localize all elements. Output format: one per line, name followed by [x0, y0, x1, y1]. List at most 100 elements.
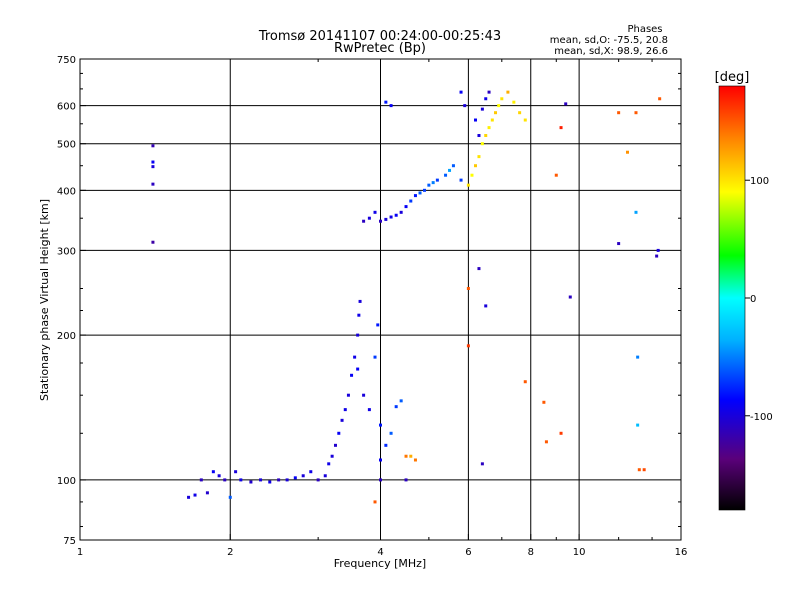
- data-point: [494, 111, 498, 115]
- data-point: [151, 144, 155, 148]
- data-point: [376, 323, 380, 327]
- phase-stats-title: Phases: [627, 24, 662, 35]
- data-point: [151, 160, 155, 164]
- data-point: [564, 102, 568, 106]
- data-point: [568, 295, 572, 299]
- data-points: [151, 90, 662, 504]
- data-point: [333, 443, 337, 447]
- data-point: [634, 111, 638, 115]
- colorbar-tick-label: 0: [750, 294, 756, 305]
- data-point: [466, 344, 470, 348]
- data-point: [480, 142, 484, 146]
- data-point: [350, 373, 354, 377]
- data-point: [484, 97, 488, 101]
- data-point: [487, 126, 491, 130]
- data-point: [356, 333, 360, 337]
- data-point: [656, 248, 660, 252]
- data-point: [512, 100, 516, 104]
- data-point: [337, 431, 341, 435]
- data-point: [389, 104, 393, 108]
- data-point: [277, 478, 281, 482]
- data-point: [658, 97, 662, 101]
- data-point: [480, 462, 484, 466]
- y-tick-label: 300: [57, 246, 76, 257]
- colorbar: [718, 85, 746, 511]
- data-point: [239, 478, 243, 482]
- data-point: [316, 478, 320, 482]
- data-point: [459, 178, 463, 182]
- data-point: [451, 164, 455, 168]
- data-point: [373, 500, 377, 504]
- y-tick-label: 100: [57, 476, 76, 487]
- data-point: [448, 168, 452, 172]
- data-point: [634, 210, 638, 214]
- colorbar-label: [deg]: [715, 70, 750, 85]
- data-point: [199, 478, 203, 482]
- phase-stats-o: mean, sd,O: -75.5, 20.8: [550, 35, 668, 46]
- data-point: [211, 470, 215, 474]
- x-tick-label: 1: [77, 547, 83, 558]
- data-point: [617, 111, 621, 115]
- data-point: [151, 240, 155, 244]
- data-point: [389, 215, 393, 219]
- data-point: [379, 458, 382, 462]
- data-point: [384, 100, 388, 104]
- data-point: [480, 107, 484, 111]
- data-point: [409, 199, 413, 203]
- data-point: [559, 126, 563, 130]
- data-point: [625, 150, 629, 154]
- data-point: [431, 181, 435, 185]
- data-point: [399, 210, 403, 214]
- data-point: [413, 194, 417, 198]
- data-point: [542, 400, 546, 404]
- data-point: [362, 219, 366, 223]
- data-point: [367, 408, 371, 412]
- data-point: [217, 474, 221, 478]
- data-point: [637, 468, 641, 472]
- data-point: [389, 431, 393, 435]
- data-point: [466, 183, 470, 187]
- y-tick-label: 600: [57, 102, 76, 113]
- data-point: [487, 90, 491, 94]
- data-point: [399, 399, 403, 403]
- y-axis-label: Stationary phase Virtual Height [km]: [38, 199, 51, 401]
- data-point: [409, 454, 413, 458]
- colorbar-tick-label: -100: [750, 412, 773, 423]
- data-point: [484, 304, 488, 308]
- data-point: [523, 118, 527, 122]
- data-point: [384, 443, 388, 447]
- data-point: [234, 470, 238, 474]
- x-tick-label: 16: [675, 547, 688, 558]
- data-point: [500, 97, 504, 101]
- data-point: [285, 478, 289, 482]
- data-point: [477, 155, 481, 159]
- data-point: [617, 242, 621, 246]
- y-tick-label: 200: [57, 331, 76, 342]
- data-point: [477, 267, 481, 271]
- data-point: [357, 313, 361, 317]
- data-point: [490, 118, 494, 122]
- data-point: [473, 164, 477, 168]
- data-point: [259, 478, 263, 482]
- x-tick-label: 10: [573, 547, 586, 558]
- data-point: [323, 474, 327, 478]
- data-point: [340, 418, 344, 422]
- data-point: [327, 462, 331, 466]
- data-point: [559, 431, 563, 435]
- y-tick-label: 750: [57, 55, 76, 66]
- data-point: [394, 213, 398, 217]
- data-point: [655, 254, 659, 258]
- x-tick-label: 8: [528, 547, 534, 558]
- data-point: [422, 188, 426, 192]
- data-point: [404, 478, 408, 482]
- x-tick-label: 6: [465, 547, 471, 558]
- data-point: [223, 478, 227, 482]
- chart-title: Tromsø 20141107 00:24:00-00:25:43: [258, 29, 501, 44]
- data-point: [544, 440, 548, 444]
- data-point: [636, 355, 640, 359]
- chart-subtitle: RwPretec (Bp): [334, 41, 426, 56]
- data-point: [367, 216, 371, 220]
- data-point: [151, 165, 155, 169]
- data-point: [418, 191, 422, 195]
- colorbar-tick-label: 100: [750, 176, 769, 187]
